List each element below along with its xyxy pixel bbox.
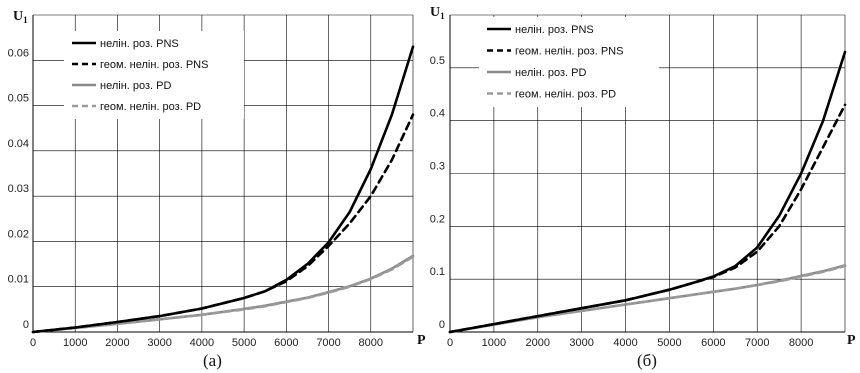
x-tick-labels-a: 0 1000 2000 3000 4000 5000 6000 7000 8000 (30, 337, 383, 349)
legend-label: геом. нелін. роз. PNS (100, 59, 208, 71)
series-line (31, 254, 415, 334)
legend-label: геом. нелін. роз. PNS (515, 46, 623, 58)
x-tick-label: 0 (30, 337, 36, 349)
legend-label: геом. нелін. роз. PD (515, 89, 616, 101)
x-tick-label: 0 (447, 337, 453, 349)
series-lines-b (448, 50, 847, 334)
y-tick-label: 0.01 (8, 274, 29, 286)
legend-label: нелін. роз. PD (100, 80, 171, 92)
y-tick-label: 0.03 (8, 183, 29, 195)
y-tick-label: 0.4 (430, 108, 445, 120)
x-tick-label: 3000 (569, 337, 593, 349)
chart-a: 0 1000 2000 3000 4000 5000 6000 7000 8000 00.010… (8, 9, 426, 370)
series-line (448, 103, 847, 334)
x-tick-label: 3000 (147, 337, 171, 349)
y-tick-label: 0.1 (430, 266, 445, 278)
y-axis-label-a: U1 (13, 9, 28, 25)
y-tick-label: 0.02 (8, 228, 29, 240)
y-tick-label: 0.05 (8, 93, 29, 105)
x-tick-label: 1000 (482, 337, 506, 349)
y-tick-labels-b: 0 0.1 0.2 0.3 0.4 0.5 (430, 55, 445, 331)
x-tick-label: 6000 (274, 337, 298, 349)
x-tick-label: 5000 (657, 337, 681, 349)
y-tick-label: 0.04 (8, 138, 29, 150)
y-tick-label: 0.3 (430, 161, 445, 173)
x-tick-label: 7000 (316, 337, 340, 349)
x-tick-label: 4000 (613, 337, 637, 349)
caption-a: (а) (203, 351, 222, 370)
legend-label: геом. нелін. роз. PD (100, 101, 201, 113)
caption-b: (б) (637, 351, 657, 370)
axes-a (32, 15, 413, 333)
x-tick-label: 7000 (745, 337, 769, 349)
series-line (31, 113, 415, 334)
x-tick-label: 6000 (701, 337, 725, 349)
legend-background (64, 31, 244, 119)
x-tick-label: 8000 (359, 337, 383, 349)
x-tick-label: 2000 (526, 337, 550, 349)
legend-label: нелін. роз. PNS (515, 24, 594, 36)
x-tick-label: 8000 (789, 337, 813, 349)
y-tick-label: 0.5 (430, 55, 445, 67)
series-lines-a (31, 45, 415, 334)
legend-label: нелін. роз. PNS (100, 38, 179, 50)
x-axis-label-a: P (417, 333, 426, 348)
legend-b: нелін. роз. PNS геом. нелін. роз. PNS нелі… (479, 17, 659, 107)
y-tick-label: 0 (439, 319, 445, 331)
axes-b (449, 15, 845, 333)
y-tick-label: 0 (23, 319, 29, 331)
legend-label: нелін. роз. PD (515, 67, 586, 79)
x-tick-label: 1000 (63, 337, 87, 349)
y-tick-label: 0.06 (8, 47, 29, 59)
legend-a: нелін. роз. PNS геом. нелін. роз. PNS нелі… (64, 31, 244, 119)
series-line (31, 255, 415, 334)
chart-b: 0 1000 2000 3000 4000 5000 6000 7000 8000 0 0.1 0.… (430, 5, 856, 370)
series-line (448, 264, 847, 334)
y-tick-label: 0.2 (430, 213, 445, 225)
x-axis-label-b: P (847, 333, 856, 348)
y-axis-label-b: U1 (430, 5, 445, 21)
x-tick-label: 2000 (105, 337, 129, 349)
y-tick-labels-a: 0 0.01 0.02 0.03 0.04 0.05 0.06 (8, 47, 29, 331)
x-tick-label: 5000 (232, 337, 256, 349)
x-tick-labels-b: 0 1000 2000 3000 4000 5000 6000 7000 8000 (447, 337, 813, 349)
x-tick-label: 4000 (190, 337, 214, 349)
legend-background (479, 17, 659, 107)
